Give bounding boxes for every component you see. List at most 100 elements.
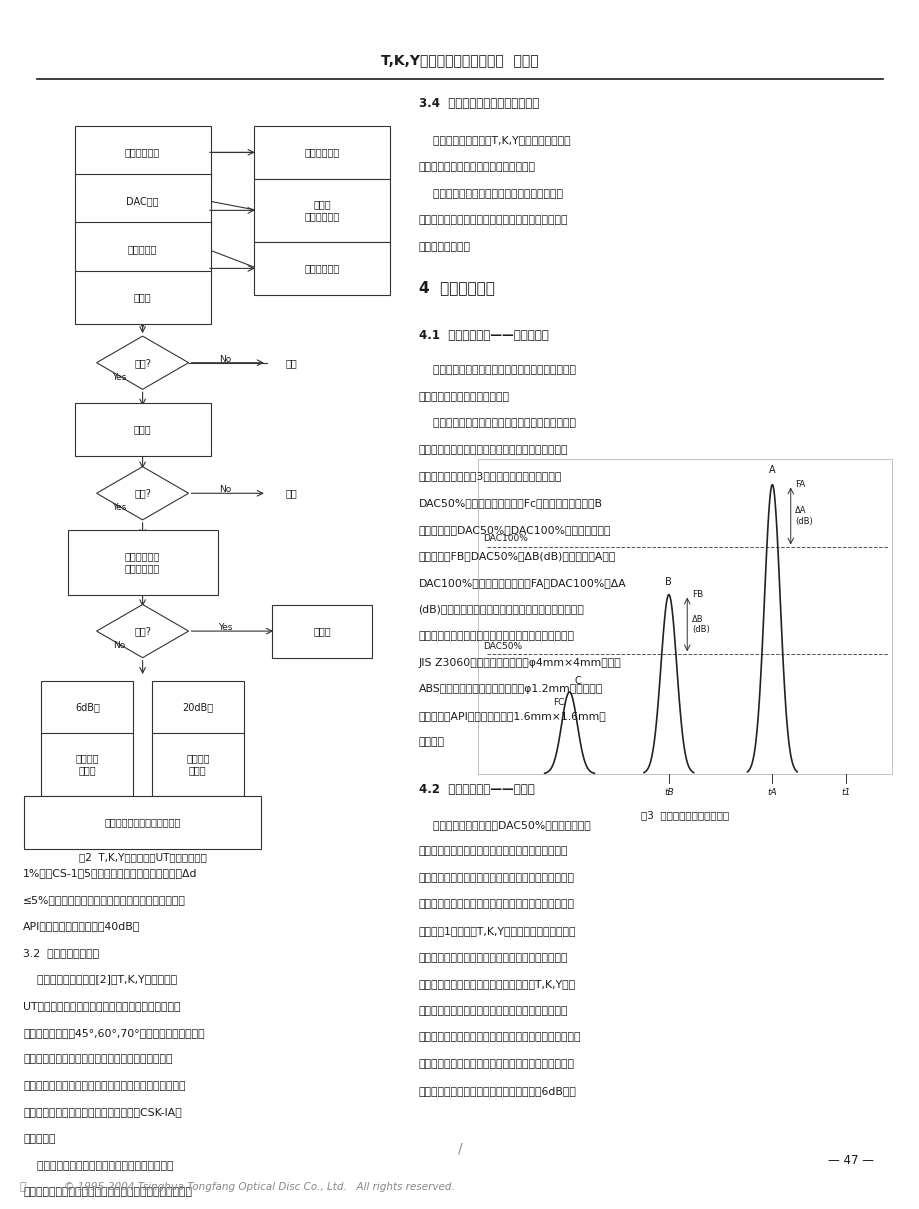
Text: No: No xyxy=(113,641,126,650)
Text: DAC制作: DAC制作 xyxy=(126,196,159,206)
Text: FA: FA xyxy=(794,480,805,490)
Text: 对斜探头的前后左右半扩散角，必须进行实际测: 对斜探头的前后左右半扩散角，必须进行实际测 xyxy=(23,1161,174,1170)
Text: DAC50%时，一般不予定量，Fc可忽略不计；当缺陷B: DAC50%时，一般不予定量，Fc可忽略不计；当缺陷B xyxy=(418,498,602,508)
Text: 3.2  斜探头性能的测试: 3.2 斜探头性能的测试 xyxy=(23,948,99,958)
Text: 经判定，反射信号确系点缺陷所引起，则缺陷定量: 经判定，反射信号确系点缺陷所引起，则缺陷定量 xyxy=(418,365,575,375)
Text: 端部回波
幅值法: 端部回波 幅值法 xyxy=(186,753,210,775)
Text: A: A xyxy=(768,465,775,475)
Text: ΔA
(dB): ΔA (dB) xyxy=(794,507,812,526)
Text: 曲率补偿测定: 曲率补偿测定 xyxy=(304,264,339,273)
Text: 超标?: 超标? xyxy=(134,488,151,498)
Text: tA: tA xyxy=(766,788,777,797)
FancyBboxPatch shape xyxy=(74,222,210,276)
Text: API试块上测试，要求大于40dB。: API试块上测试，要求大于40dB。 xyxy=(23,921,140,931)
Text: /: / xyxy=(457,1141,462,1156)
FancyBboxPatch shape xyxy=(254,179,390,242)
Text: 平板焊缝测长法的诸多特性。具体说，在T,K,Y管节: 平板焊缝测长法的诸多特性。具体说，在T,K,Y管节 xyxy=(418,979,575,989)
Text: C: C xyxy=(573,676,580,686)
Text: 必须精确地测量其长度，从而决定是否铲修。正如前言: 必须精确地测量其长度，从而决定是否铲修。正如前言 xyxy=(418,899,574,909)
Text: 探伤仪
垂直线性校准: 探伤仪 垂直线性校准 xyxy=(304,199,339,221)
Text: 测试，这些指标主要有：前沿距离、折射角度、前后左右: 测试，这些指标主要有：前沿距离、折射角度、前后左右 xyxy=(23,1081,186,1091)
FancyBboxPatch shape xyxy=(41,681,133,734)
Text: 探伤前要依探测范围调节扫描速度，并对所测: 探伤前要依探测范围调节扫描速度，并对所测 xyxy=(418,189,562,198)
Text: 有效声束
宽度法: 有效声束 宽度法 xyxy=(75,753,99,775)
FancyBboxPatch shape xyxy=(74,271,210,324)
Text: 射角度一般也采用45°,60°,70°三种规格，以便互相补: 射角度一般也采用45°,60°,70°三种规格，以便互相补 xyxy=(23,1028,204,1037)
Text: (dB)。相对说来，点缺陷的定量方法与平板对接焊缝常: (dB)。相对说来，点缺陷的定量方法与平板对接焊缝常 xyxy=(418,604,584,614)
Text: 耦合补偿测定: 耦合补偿测定 xyxy=(304,147,339,157)
Text: tB: tB xyxy=(664,788,673,797)
Text: t1: t1 xyxy=(840,788,850,797)
Text: 3.4  焊缝截面图的制备及仪器调节: 3.4 焊缝截面图的制备及仪器调节 xyxy=(418,97,539,110)
Text: 部分和图1所描述，T,K,Y管节点呈椭圆曲线形状，: 部分和图1所描述，T,K,Y管节点呈椭圆曲线形状， xyxy=(418,926,575,936)
Text: 4  缺陷定量方法: 4 缺陷定量方法 xyxy=(418,280,494,295)
Text: 1%；在CS-1型5号试块上测试垂直线性，其误差Δd: 1%；在CS-1型5号试块上测试垂直线性，其误差Δd xyxy=(23,868,198,878)
Text: 正如有关文献所介绍[2]的T,K,Y管节点焊缝: 正如有关文献所介绍[2]的T,K,Y管节点焊缝 xyxy=(23,974,177,984)
Text: 声束截面互相交叉，因此使测长的方法表现出不同于: 声束截面互相交叉，因此使测长的方法表现出不同于 xyxy=(418,953,568,962)
Text: 🄹: 🄹 xyxy=(19,1182,27,1192)
Text: 焊缝截面图的制备是T,K,Y管节点焊缝超声波: 焊缝截面图的制备是T,K,Y管节点焊缝超声波 xyxy=(418,135,570,145)
FancyBboxPatch shape xyxy=(272,604,371,658)
Text: Yes: Yes xyxy=(112,372,127,382)
Text: ABS（美国船级社）标准选用的是φ1.2mm横通孔，而: ABS（美国船级社）标准选用的是φ1.2mm横通孔，而 xyxy=(418,684,602,694)
Text: FC: FC xyxy=(553,698,564,707)
Text: 试的探头参数进行验证和综合校正。具体调节或校正: 试的探头参数进行验证和综合校正。具体调节或校正 xyxy=(418,215,568,225)
Text: 20dB法: 20dB法 xyxy=(182,702,213,712)
FancyBboxPatch shape xyxy=(41,733,133,796)
FancyBboxPatch shape xyxy=(74,403,210,456)
Text: 作图法（结合在支管上截取试样），采用一收一发双探头: 作图法（结合在支管上截取试样），采用一收一发双探头 xyxy=(418,1032,581,1042)
FancyBboxPatch shape xyxy=(254,242,390,295)
Text: 在判定反射信号（大于DAC50%）系线状缺陷所: 在判定反射信号（大于DAC50%）系线状缺陷所 xyxy=(418,820,590,829)
Text: JIS Z3060标准选用的反射体为φ4mm×4mm柱孔，: JIS Z3060标准选用的反射体为φ4mm×4mm柱孔， xyxy=(418,658,620,667)
FancyBboxPatch shape xyxy=(152,733,244,796)
Text: 点状?: 点状? xyxy=(134,626,151,636)
Polygon shape xyxy=(96,604,188,658)
Text: 半扩散角及声束偏斜角度等。测试一般在CSK-IA试: 半扩散角及声束偏斜角度等。测试一般在CSK-IA试 xyxy=(23,1107,182,1117)
Text: T,K,Y管节点焊缝超声波探伤  第七讲: T,K,Y管节点焊缝超声波探伤 第七讲 xyxy=(380,53,539,68)
Text: 测量法: 测量法 xyxy=(312,626,331,636)
Polygon shape xyxy=(96,467,188,520)
Text: 其当量值（FB＝DAC50%＋ΔB(dB)）；当缺陷A位于: 其当量值（FB＝DAC50%＋ΔB(dB)）；当缺陷A位于 xyxy=(418,551,616,561)
FancyBboxPatch shape xyxy=(68,530,217,595)
Text: 4.1  点缺陷的定量——当量幅值法: 4.1 点缺陷的定量——当量幅值法 xyxy=(418,329,548,342)
Text: 确定缺陷的长度、高度、面积: 确定缺陷的长度、高度、面积 xyxy=(104,817,181,827)
Text: Yes: Yes xyxy=(112,503,127,513)
Text: 方法与常规无异。: 方法与常规无异。 xyxy=(418,242,471,251)
Text: 及探头所在位置（图3），当点缺陷回波高度低于: 及探头所在位置（图3），当点缺陷回波高度低于 xyxy=(418,472,562,481)
Text: 点缺陷回波达到最高值，记录下回波的位置与高度以: 点缺陷回波达到最高值，记录下回波的位置与高度以 xyxy=(418,445,568,455)
Text: 以探测灵敏度（已考虑材质、耦合及曲率补偿）使: 以探测灵敏度（已考虑材质、耦合及曲率补偿）使 xyxy=(418,418,575,428)
Text: 修正操作量: 修正操作量 xyxy=(128,244,157,254)
FancyBboxPatch shape xyxy=(254,126,390,179)
Text: 充和验证。探伤前对所选探头的有关指标要进行实际: 充和验证。探伤前对所选探头的有关指标要进行实际 xyxy=(23,1054,173,1064)
Text: 精探伤: 精探伤 xyxy=(133,424,152,434)
FancyBboxPatch shape xyxy=(24,796,261,849)
Text: 缺陷?: 缺陷? xyxy=(134,358,151,368)
Text: 粗探伤: 粗探伤 xyxy=(133,293,152,302)
Text: 放弃: 放弃 xyxy=(285,488,297,498)
Text: 定量准备工作: 定量准备工作 xyxy=(125,147,160,157)
FancyBboxPatch shape xyxy=(74,174,210,227)
Text: © 1995-2004 Tsinghua Tongfang Optical Disc Co., Ltd.   All rights reserved.: © 1995-2004 Tsinghua Tongfang Optical Di… xyxy=(64,1182,455,1192)
Polygon shape xyxy=(96,336,188,389)
Text: 定，因为实测值与标称值往往存在有较大的差异，从而给缺: 定，因为实测值与标称值往往存在有较大的差异，从而给缺 xyxy=(23,1187,192,1197)
Text: 探伤的必不可少的步骤，这里不再赘述。: 探伤的必不可少的步骤，这里不再赘述。 xyxy=(418,162,535,172)
FancyBboxPatch shape xyxy=(152,681,244,734)
FancyBboxPatch shape xyxy=(74,126,210,179)
Text: 6dB法: 6dB法 xyxy=(74,702,100,712)
Text: 的方法一般采用幅值值比较法。: 的方法一般采用幅值值比较法。 xyxy=(418,392,509,401)
Text: 进行，得到一组数据后再进行调整，确定曲率补偿值，: 进行，得到一组数据后再进行调整，确定曲率补偿值， xyxy=(418,1059,574,1069)
Text: 块上进行。: 块上进行。 xyxy=(23,1134,55,1144)
Text: 缺陷动态波形
判定缺陷类型: 缺陷动态波形 判定缺陷类型 xyxy=(125,551,160,573)
Text: 图2  T,K,Y管节点焊缝UT缺陷定量程序: 图2 T,K,Y管节点焊缝UT缺陷定量程序 xyxy=(79,852,206,862)
Text: 4.2  线缺陷的定量——测长法: 4.2 线缺陷的定量——测长法 xyxy=(418,783,534,797)
Text: DAC100%之上，其当量值则为FA＝DAC100%＋ΔA: DAC100%之上，其当量值则为FA＝DAC100%＋ΔA xyxy=(418,578,626,588)
Text: ΔB
(dB): ΔB (dB) xyxy=(691,614,709,635)
Text: 回波高度介于DAC50%与DAC100%之间时，应记下: 回波高度介于DAC50%与DAC100%之间时，应记下 xyxy=(418,525,610,534)
Text: FB: FB xyxy=(691,590,702,600)
Text: UT方法中，原则上选用小尺寸、高频率的斜探头，折: UT方法中，原则上选用小尺寸、高频率的斜探头，折 xyxy=(23,1001,180,1011)
Text: No: No xyxy=(219,354,232,364)
Text: 我们用的是API标准，反射体为1.6mm×1.6mm的: 我们用的是API标准，反射体为1.6mm×1.6mm的 xyxy=(418,711,606,721)
Text: — 47 —: — 47 — xyxy=(827,1155,873,1167)
Text: B: B xyxy=(664,578,672,588)
Text: DAC100%: DAC100% xyxy=(482,533,528,543)
